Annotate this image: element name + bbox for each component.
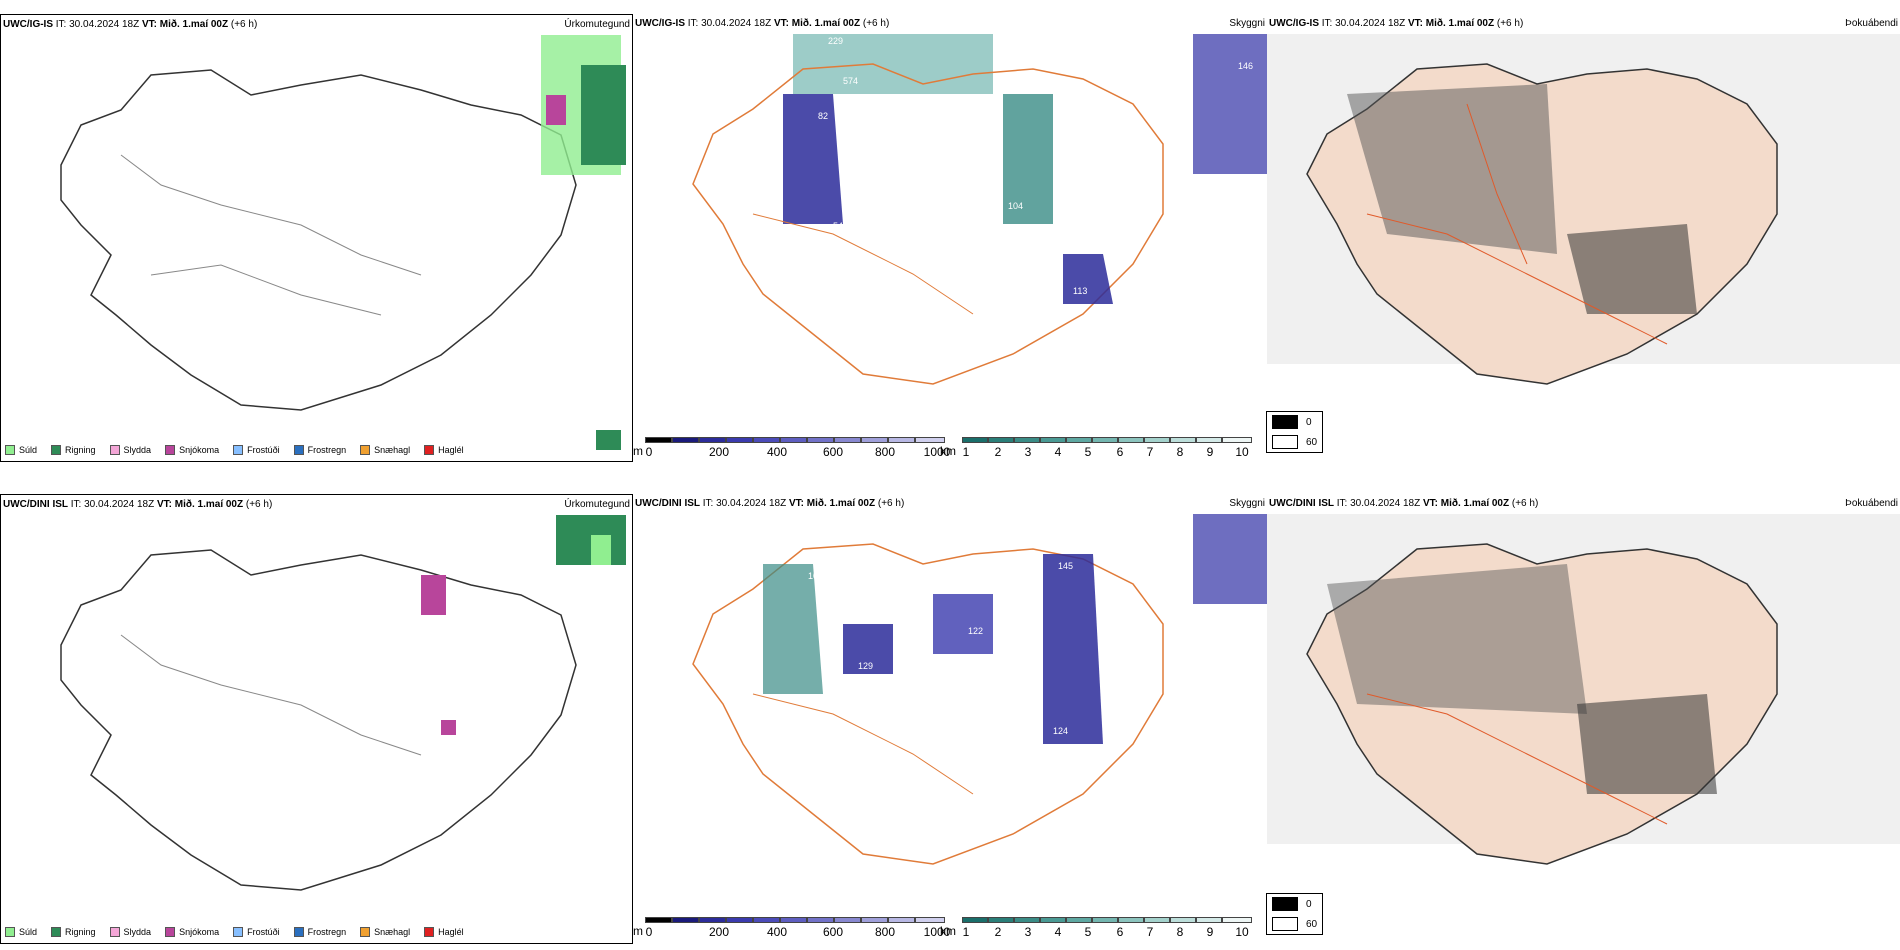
svg-text:54: 54 — [833, 221, 843, 231]
cloudbase-visibility-panel-ig-is: 229 574 82 54 104 113 146 UWC/IG-IS IT: … — [633, 14, 1267, 462]
precip-legend: Súld Rigning Slydda Snjókoma Frostúði Fr… — [5, 927, 464, 937]
fog-key-row: 60 — [1267, 432, 1322, 452]
panel-title: UWC/DINI ISL IT: 30.04.2024 18Z VT: Mið.… — [3, 499, 273, 510]
svg-text:145: 145 — [1058, 561, 1073, 571]
fog-key: 0 60 — [1266, 893, 1324, 935]
panel-title: UWC/DINI ISL IT: 30.04.2024 18Z VT: Mið.… — [1269, 498, 1539, 509]
panel-name: Skyggni — [1229, 18, 1265, 29]
svg-text:122: 122 — [968, 626, 983, 636]
fog-key-row: 60 — [1267, 914, 1322, 934]
iceland-map — [1267, 34, 1900, 385]
legend-item: Slydda — [109, 445, 151, 455]
fog-key: 0 60 — [1266, 411, 1324, 453]
iceland-map — [60, 35, 626, 450]
legend-item: Slydda — [109, 927, 151, 937]
fog-indicator-panel-ig-is: UWC/IG-IS IT: 30.04.2024 18Z VT: Mið. 1.… — [1267, 14, 1900, 462]
svg-text:124: 124 — [1053, 726, 1068, 736]
panel-name: Skyggni — [1229, 498, 1265, 509]
svg-text:113: 113 — [1073, 286, 1087, 296]
legend-item: Snjókoma — [165, 927, 219, 937]
panel-name: Þokuábendi — [1845, 498, 1898, 509]
panel-name: Úrkomutegund — [564, 19, 630, 30]
panel-name: Þokuábendi — [1845, 18, 1898, 29]
svg-text:108: 108 — [808, 571, 823, 581]
legend-item: Rigning — [51, 927, 96, 937]
precip-legend: Súld Rigning Slydda Snjókoma Frostúði Fr… — [5, 445, 464, 455]
svg-text:104: 104 — [1008, 201, 1023, 211]
legend-item: Rigning — [51, 445, 96, 455]
panel-title: UWC/DINI ISL IT: 30.04.2024 18Z VT: Mið.… — [635, 498, 905, 509]
cloudbase-visibility-panel-dini-isl: 108 129 122 145 124 UWC/DINI ISL IT: 30.… — [633, 494, 1267, 944]
fog-key-row: 0 — [1267, 894, 1322, 914]
legend-item: Frostregn — [293, 927, 346, 937]
legend-item: Súld — [5, 927, 37, 937]
fog-key-row: 0 — [1267, 412, 1322, 432]
panel-title: UWC/IG-IS IT: 30.04.2024 18Z VT: Mið. 1.… — [3, 19, 258, 30]
svg-text:146: 146 — [1238, 61, 1253, 71]
iceland-map: 229 574 82 54 104 113 146 — [692, 34, 1267, 385]
svg-text:574: 574 — [843, 76, 858, 86]
legend-item: Snæhagl — [360, 445, 410, 455]
svg-text:229: 229 — [828, 36, 843, 46]
legend-item: Frostregn — [293, 445, 346, 455]
iceland-map — [1267, 514, 1900, 865]
legend-item: Frostúði — [233, 445, 280, 455]
precip-type-panel-ig-is: UWC/IG-IS IT: 30.04.2024 18Z VT: Mið. 1.… — [0, 14, 633, 462]
fog-indicator-panel-dini-isl: UWC/DINI ISL IT: 30.04.2024 18Z VT: Mið.… — [1267, 494, 1900, 944]
legend-item: Haglél — [424, 445, 464, 455]
panel-title: UWC/IG-IS IT: 30.04.2024 18Z VT: Mið. 1.… — [1269, 18, 1524, 29]
legend-item: Haglél — [424, 927, 464, 937]
legend-item: Frostúði — [233, 927, 280, 937]
iceland-map: 108 129 122 145 124 — [692, 514, 1267, 865]
svg-text:82: 82 — [818, 111, 828, 121]
legend-item: Snæhagl — [360, 927, 410, 937]
panel-name: Úrkomutegund — [564, 499, 630, 510]
legend-item: Snjókoma — [165, 445, 219, 455]
legend-item: Súld — [5, 445, 37, 455]
panel-title: UWC/IG-IS IT: 30.04.2024 18Z VT: Mið. 1.… — [635, 18, 890, 29]
iceland-map — [60, 515, 626, 891]
svg-text:129: 129 — [858, 661, 873, 671]
precip-type-panel-dini-isl: UWC/DINI ISL IT: 30.04.2024 18Z VT: Mið.… — [0, 494, 633, 944]
